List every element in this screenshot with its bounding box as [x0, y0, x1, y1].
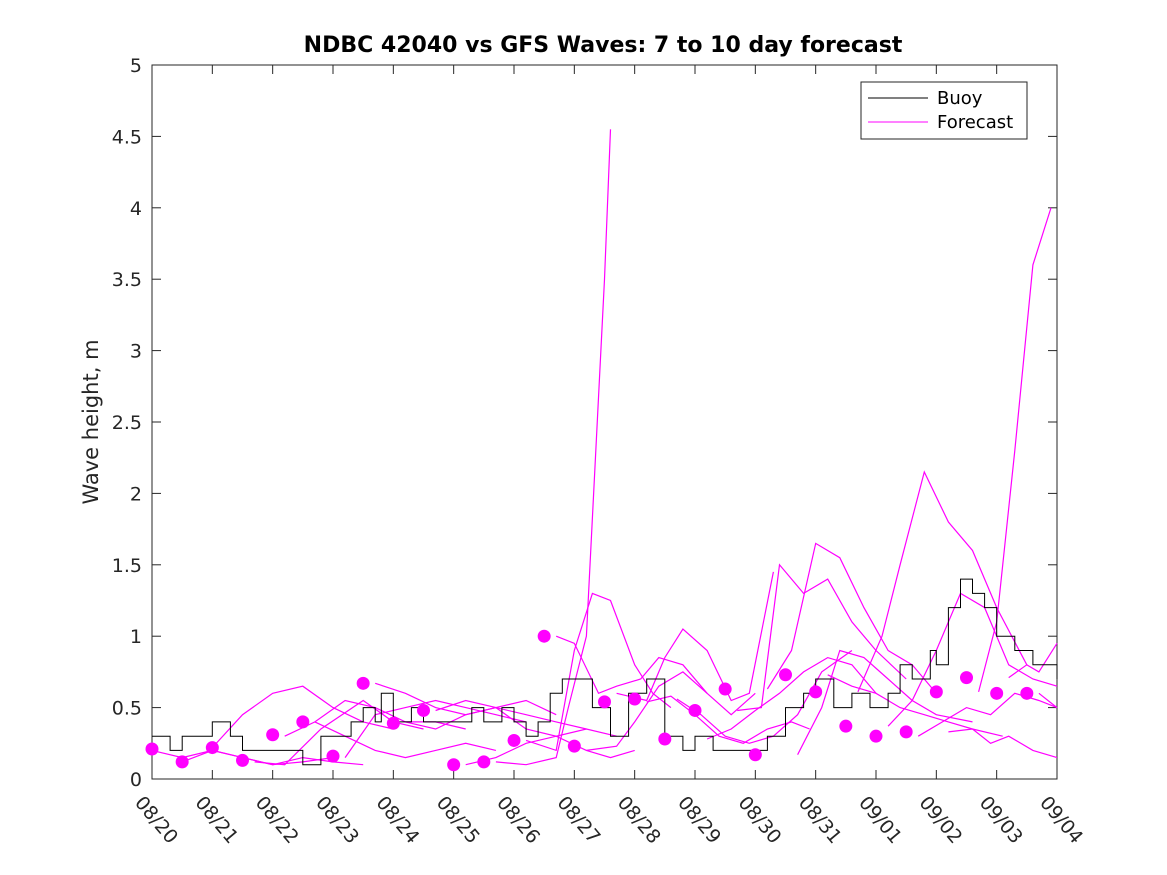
- x-tick-label: 08/31: [794, 792, 846, 848]
- x-tick-label: 09/03: [975, 792, 1027, 848]
- forecast-marker: [447, 758, 461, 772]
- x-tick-label: 08/30: [734, 792, 786, 848]
- x-tick-label: 08/25: [432, 792, 484, 848]
- forecast-marker: [899, 725, 913, 739]
- forecast-line: [857, 470, 1028, 693]
- x-tick-label: 08/27: [553, 792, 605, 848]
- y-tick-label: 3.5: [112, 269, 142, 291]
- forecast-marker: [869, 729, 883, 743]
- forecast-line: [917, 692, 1058, 737]
- y-tick-label: 2: [130, 483, 142, 505]
- buoy-series: [152, 578, 1058, 766]
- forecast-marker: [205, 741, 219, 755]
- forecast-line: [616, 571, 774, 702]
- x-tick-label: 08/29: [673, 792, 725, 848]
- forecast-line: [827, 674, 1003, 737]
- forecast-line: [525, 592, 672, 752]
- y-tick-label: 4: [130, 198, 142, 220]
- x-tick-label: 09/04: [1035, 792, 1087, 848]
- forecast-line: [1038, 692, 1058, 709]
- forecast-line: [555, 635, 708, 695]
- forecast-marker: [960, 671, 973, 685]
- y-axis-label: Wave height, m: [79, 339, 103, 504]
- forecast-marker: [356, 676, 370, 690]
- forecast-marker: [628, 692, 642, 706]
- forecast-line: [887, 592, 1058, 727]
- forecast-marker: [990, 686, 1004, 700]
- y-tick-label: 1.5: [112, 555, 142, 577]
- forecast-line: [586, 671, 756, 751]
- legend: Buoy Forecast: [860, 81, 1028, 140]
- forecast-marker: [929, 685, 943, 699]
- forecast-line: [766, 542, 937, 694]
- y-tick-label: 0: [130, 769, 142, 791]
- forecast-marker: [417, 703, 430, 717]
- forecast-marker: [266, 728, 280, 742]
- forecast-markers: [145, 629, 1034, 772]
- forecast-marker: [688, 703, 702, 717]
- legend-box: [860, 81, 1028, 140]
- x-tick-label: 08/24: [372, 792, 424, 848]
- x-tick-label: 08/26: [492, 792, 544, 848]
- forecast-marker: [1020, 686, 1034, 700]
- y-axis-ticks: 0 0.5 1 1.5 2 2.5 3 3.5 4 4.5 5: [112, 55, 1057, 791]
- buoy-line: [152, 578, 1058, 766]
- forecast-marker: [175, 755, 189, 769]
- forecast-marker: [236, 753, 249, 767]
- forecast-marker: [507, 733, 521, 747]
- forecast-marker: [386, 716, 400, 730]
- forecast-marker: [145, 742, 159, 756]
- chart-title: NDBC 42040 vs GFS Waves: 7 to 10 day for…: [304, 33, 903, 58]
- y-tick-label: 4.5: [112, 126, 142, 148]
- y-tick-label: 1: [130, 626, 142, 648]
- forecast-marker: [658, 732, 672, 746]
- x-tick-label: 09/02: [915, 792, 967, 848]
- forecast-line: [706, 656, 877, 740]
- forecast-marker: [598, 695, 611, 709]
- forecast-line: [948, 728, 1058, 759]
- legend-forecast-label: Forecast: [937, 112, 1013, 133]
- x-tick-label: 09/01: [854, 792, 906, 848]
- forecast-line: [1008, 642, 1058, 679]
- y-tick-label: 0.5: [112, 698, 142, 720]
- forecast-marker: [537, 629, 551, 643]
- forecast-line: [978, 207, 1052, 693]
- forecast-line: [465, 735, 635, 766]
- x-tick-label: 08/21: [191, 792, 243, 848]
- x-tick-label: 08/20: [130, 792, 182, 848]
- forecast-line: [495, 129, 612, 766]
- forecast-marker: [839, 719, 853, 733]
- forecast-marker: [779, 668, 792, 682]
- plot-area: [151, 64, 1058, 780]
- x-tick-label: 08/28: [613, 792, 665, 848]
- forecast-line: [797, 649, 973, 755]
- x-tick-label: 08/22: [251, 792, 303, 848]
- forecast-marker: [567, 739, 581, 753]
- forecast-marker: [718, 682, 732, 696]
- y-tick-label: 3: [130, 341, 142, 363]
- forecast-marker: [477, 755, 491, 769]
- legend-buoy-label: Buoy: [937, 88, 983, 109]
- forecast-marker: [296, 715, 310, 729]
- forecast-marker: [748, 748, 762, 762]
- forecast-line: [737, 563, 907, 712]
- forecast-marker: [809, 685, 823, 699]
- x-tick-label: 08/23: [311, 792, 363, 848]
- y-tick-label: 2.5: [112, 412, 142, 434]
- y-tick-label: 5: [130, 55, 142, 77]
- forecast-marker: [326, 749, 340, 763]
